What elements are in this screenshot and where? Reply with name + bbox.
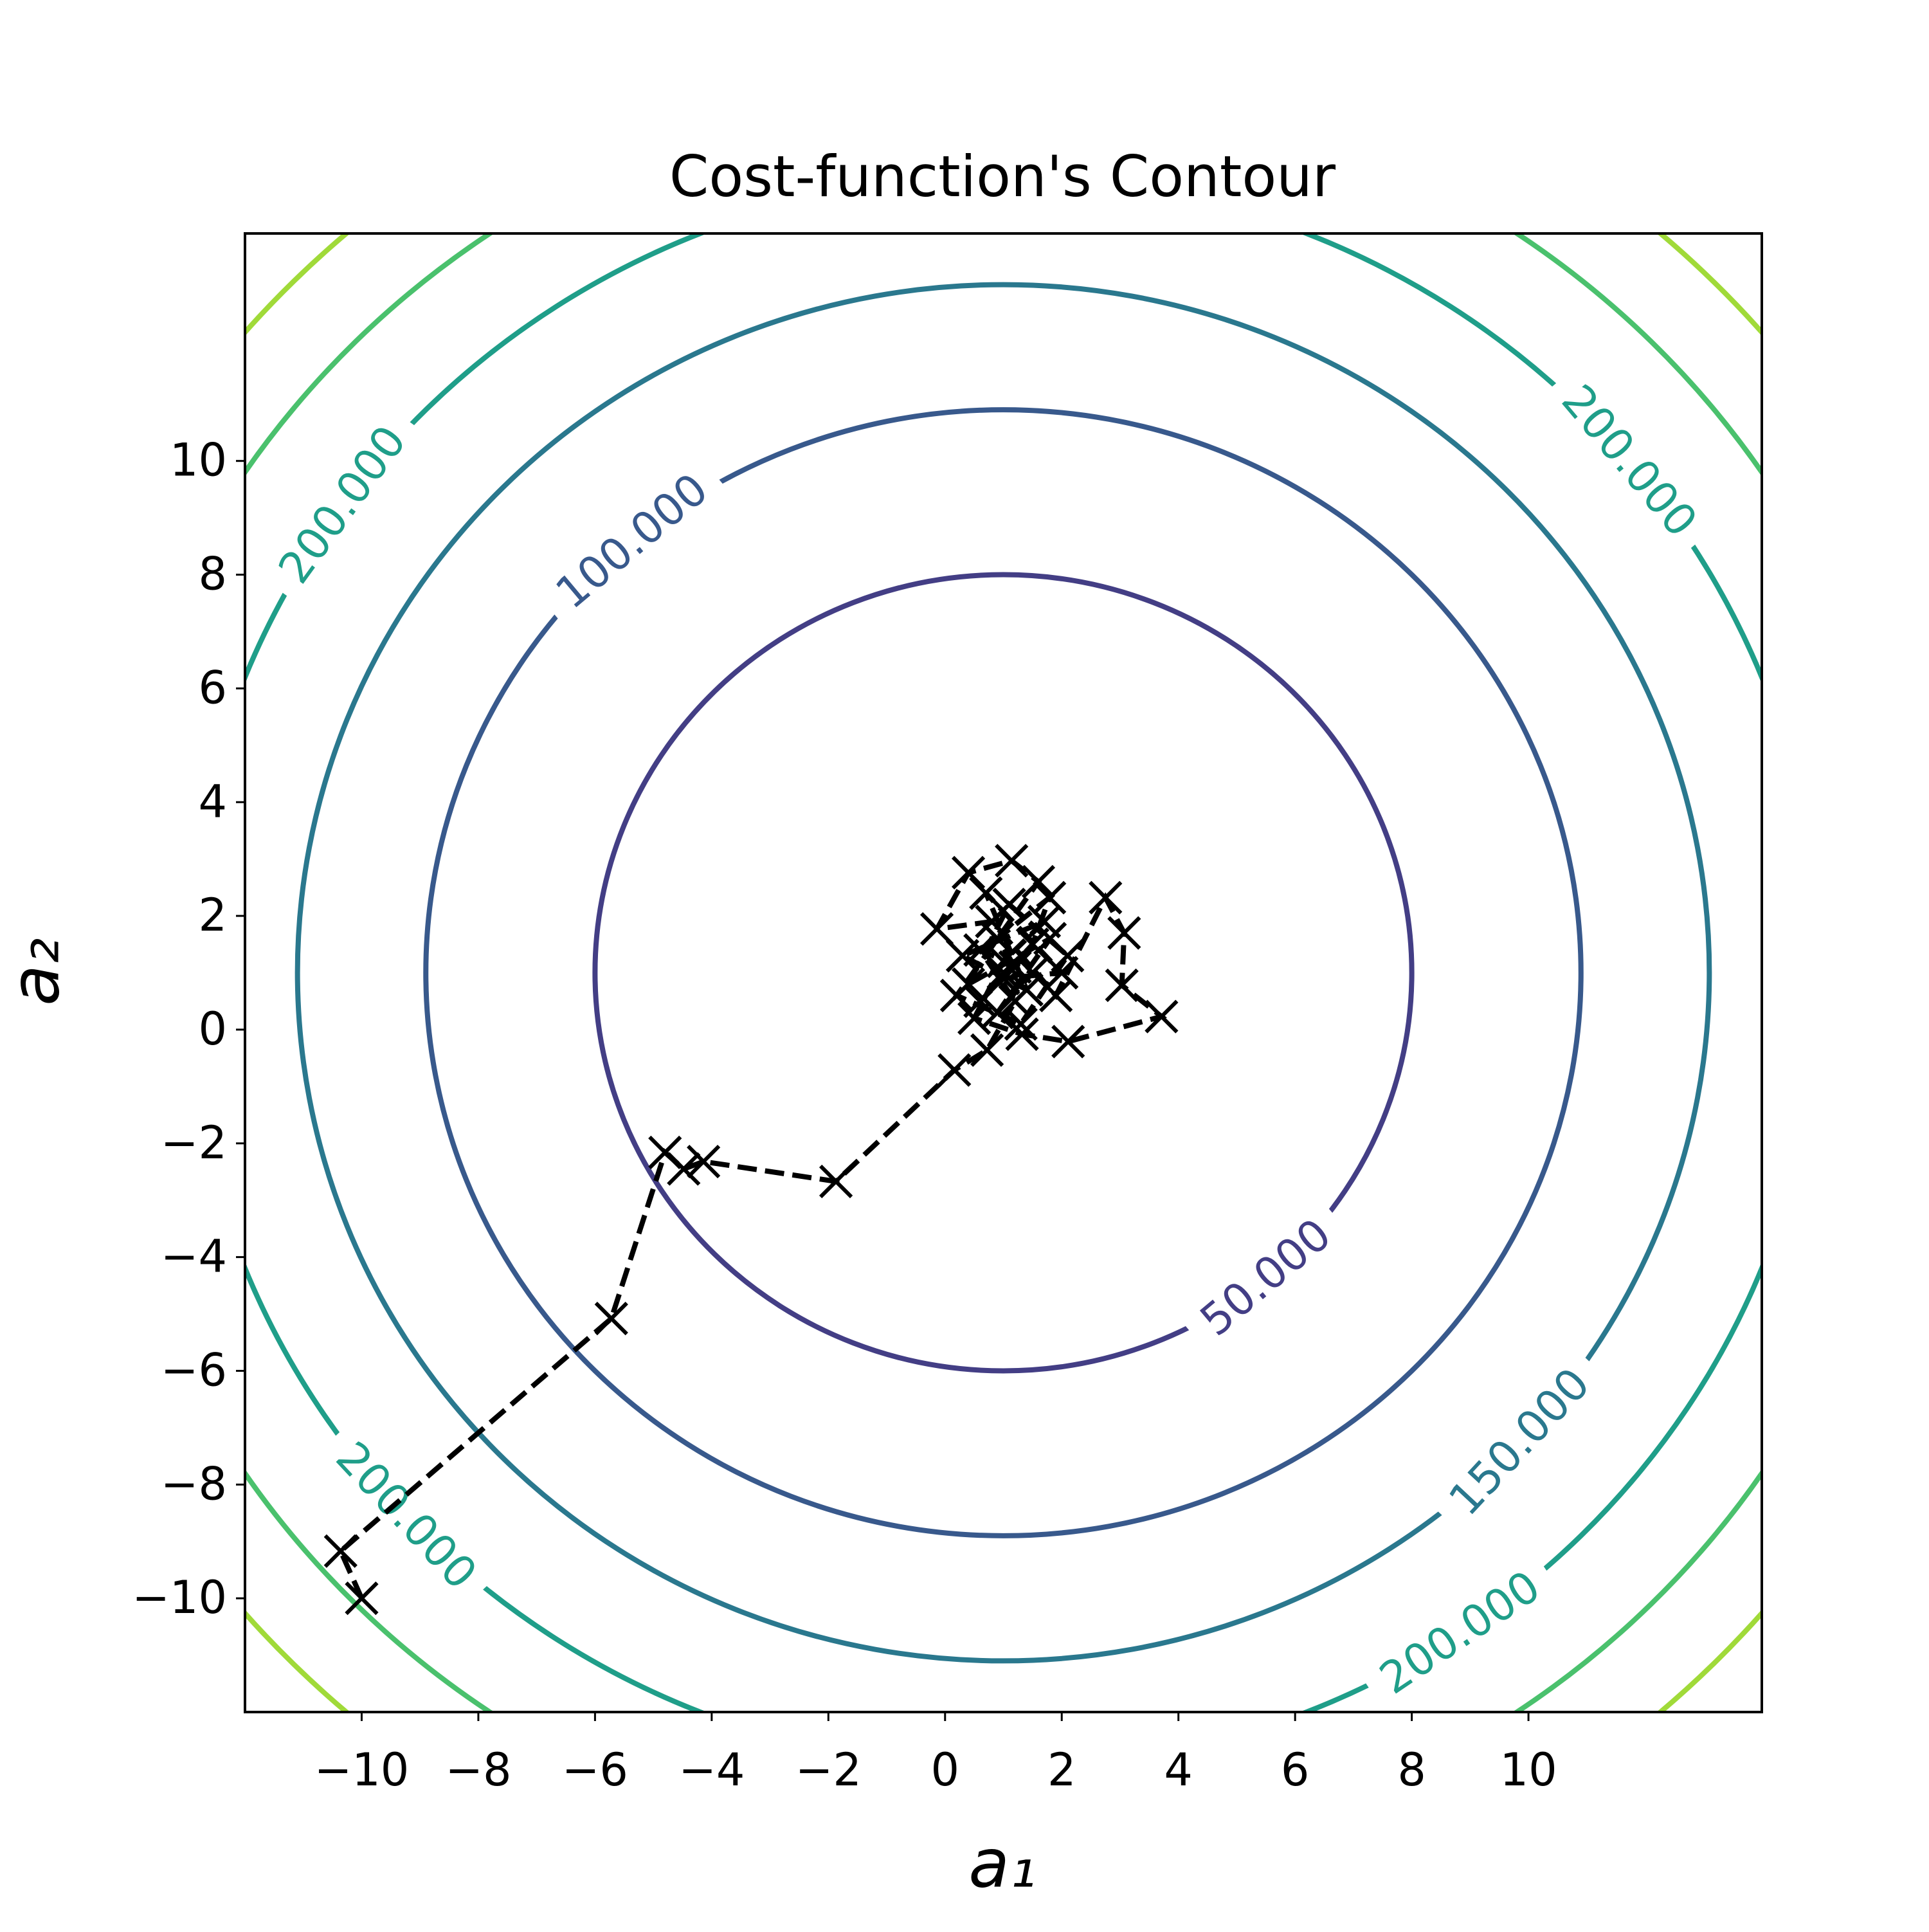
point-marker bbox=[969, 876, 1003, 910]
contour-label-group: 50.000 bbox=[1178, 1198, 1354, 1357]
point-marker bbox=[1145, 999, 1179, 1034]
point-marker bbox=[970, 1033, 1004, 1067]
point-marker bbox=[945, 938, 980, 973]
contour-label-gap bbox=[1178, 1198, 1354, 1357]
point-marker bbox=[919, 912, 954, 946]
x-tick-label: 6 bbox=[1281, 1744, 1310, 1796]
point-marker bbox=[345, 1581, 379, 1616]
point-marker bbox=[594, 1301, 628, 1336]
point-marker bbox=[1105, 968, 1139, 1003]
point-marker bbox=[1010, 972, 1044, 1007]
point-marker bbox=[323, 1534, 358, 1568]
y-axis-label: a₂ bbox=[0, 938, 74, 1005]
point-marker bbox=[1033, 880, 1067, 915]
axes-frame bbox=[244, 232, 1763, 1713]
contour-label-group: 200.000 bbox=[1541, 363, 1717, 560]
point-marker bbox=[981, 922, 1015, 956]
descent-path bbox=[337, 857, 1168, 1599]
y-tick-label: 8 bbox=[198, 548, 227, 601]
contour-line bbox=[592, 572, 1415, 1374]
contour-label-group: 200.000 bbox=[259, 403, 426, 606]
point-marker bbox=[1004, 1007, 1038, 1041]
y-tick-label: −2 bbox=[161, 1116, 227, 1169]
x-tick-label: −2 bbox=[795, 1744, 862, 1796]
x-tick-label: 8 bbox=[1397, 1744, 1426, 1796]
contour-label: 200.000 bbox=[326, 1432, 487, 1599]
point-marker bbox=[1107, 916, 1141, 950]
point-marker bbox=[995, 844, 1029, 878]
x-tick-label: 2 bbox=[1047, 1744, 1076, 1796]
y-tick-label: −6 bbox=[161, 1344, 227, 1396]
contour-label-group: 100.000 bbox=[534, 453, 730, 630]
point-marker bbox=[687, 1144, 721, 1179]
point-marker bbox=[819, 1164, 853, 1199]
contour-label-group: 200.000 bbox=[314, 1420, 498, 1612]
y-tick-label: −8 bbox=[161, 1457, 227, 1510]
contour-label-gap bbox=[259, 403, 426, 606]
point-marker bbox=[937, 1053, 972, 1087]
point-marker bbox=[1039, 978, 1073, 1012]
point-marker bbox=[986, 956, 1020, 990]
contour-label: 150.000 bbox=[1440, 1358, 1600, 1526]
point-marker bbox=[981, 996, 1015, 1030]
point-marker bbox=[1089, 880, 1123, 915]
x-tick-label: 10 bbox=[1500, 1744, 1557, 1796]
contour-label-gap bbox=[1357, 1552, 1563, 1712]
x-tick-label: 4 bbox=[1164, 1744, 1193, 1796]
y-tick-label: 2 bbox=[198, 889, 227, 942]
contour-label-gap bbox=[534, 453, 730, 630]
contour-label: 200.000 bbox=[1552, 376, 1707, 547]
contour-label-group: 200.000 bbox=[1357, 1552, 1563, 1712]
contour-label: 200.000 bbox=[269, 417, 416, 593]
x-tick-label: −10 bbox=[314, 1744, 410, 1796]
contour-label-group: 150.000 bbox=[1428, 1346, 1611, 1538]
y-tick-label: 4 bbox=[198, 775, 227, 828]
point-marker bbox=[998, 950, 1032, 984]
y-tick-label: −10 bbox=[132, 1571, 227, 1624]
contour-label: 50.000 bbox=[1191, 1209, 1341, 1346]
y-tick-label: −4 bbox=[161, 1230, 227, 1283]
contour-line bbox=[423, 407, 1584, 1538]
point-marker bbox=[1051, 1025, 1085, 1059]
chart-title: Cost-function's Contour bbox=[669, 143, 1336, 210]
point-marker bbox=[1005, 1017, 1039, 1052]
point-marker bbox=[1015, 927, 1049, 961]
contour-label: 200.000 bbox=[1371, 1561, 1549, 1704]
point-marker bbox=[963, 984, 997, 1018]
x-tick-label: −4 bbox=[678, 1744, 745, 1796]
contour-line bbox=[294, 282, 1712, 1664]
point-marker bbox=[1021, 864, 1056, 899]
point-marker bbox=[939, 978, 974, 1012]
point-marker bbox=[951, 855, 986, 890]
x-tick-label: −8 bbox=[445, 1744, 511, 1796]
y-tick-label: 0 bbox=[198, 1003, 227, 1055]
y-tick-label: 10 bbox=[170, 434, 227, 487]
point-marker bbox=[1045, 956, 1079, 990]
point-marker bbox=[667, 1152, 701, 1186]
contour-label: 100.000 bbox=[547, 464, 718, 619]
x-axis-label: a₁ bbox=[968, 1824, 1036, 1902]
contour-label-gap bbox=[314, 1420, 498, 1612]
x-tick-label: 0 bbox=[930, 1744, 959, 1796]
contour-label-gap bbox=[1428, 1346, 1611, 1538]
x-tick-label: −6 bbox=[562, 1744, 628, 1796]
point-marker bbox=[986, 944, 1020, 978]
y-tick-label: 6 bbox=[198, 661, 227, 714]
contour-label-gap bbox=[1541, 363, 1717, 560]
